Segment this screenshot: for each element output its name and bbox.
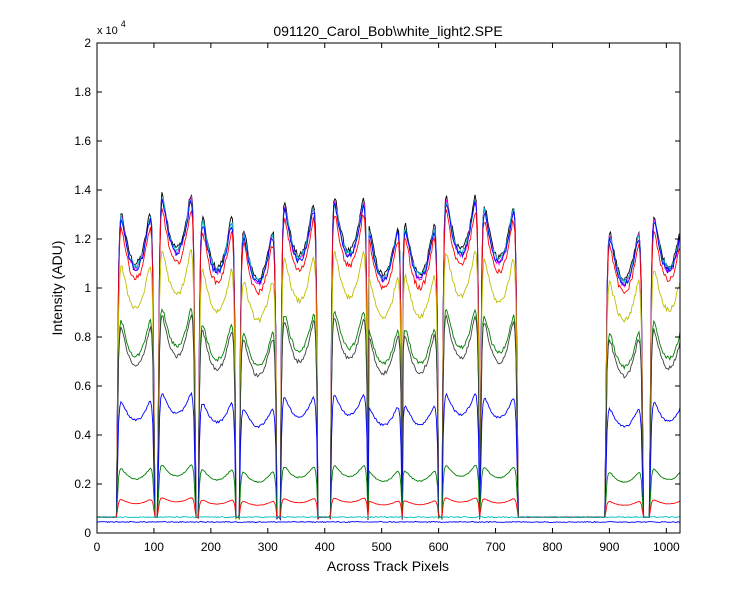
- y-multiplier: x 104: [97, 19, 126, 37]
- y-tick-label: 1.2: [74, 232, 91, 246]
- x-tick-label: 200: [201, 540, 221, 554]
- y-tick-label: 2: [84, 36, 91, 50]
- y-tick-label: 0.6: [74, 379, 91, 393]
- x-tick-label: 1000: [653, 540, 680, 554]
- series-layer: [96, 192, 681, 524]
- x-tick-label: 300: [258, 540, 278, 554]
- x-tick-label: 100: [144, 540, 164, 554]
- x-tick-label: 900: [599, 540, 619, 554]
- y-tick-label: 1.6: [74, 134, 91, 148]
- x-tick-label: 400: [315, 540, 335, 554]
- y-tick-label: 0.2: [74, 477, 91, 491]
- x-tick-label: 700: [486, 540, 506, 554]
- series-line-12: [96, 520, 681, 524]
- x-axis-label: Across Track Pixels: [327, 558, 449, 574]
- x-tick-label: 500: [372, 540, 392, 554]
- y-axis-label: Intensity (ADU): [49, 241, 65, 336]
- x-axis: 0 100 200 300 400 500 600 700 800 900 1000: [94, 43, 680, 554]
- y-tick-label: 1.4: [74, 183, 91, 197]
- y-multiplier-base: x 10: [97, 25, 118, 37]
- y-axis: 0 0.2 0.4 0.6 0.8 1 1.2 1.4 1.6 1.8 2: [74, 36, 680, 540]
- y-tick-label: 1: [84, 281, 91, 295]
- y-tick-label: 0: [84, 526, 91, 540]
- y-tick-label: 0.4: [74, 428, 91, 442]
- x-tick-label: 800: [542, 540, 562, 554]
- y-tick-label: 0.8: [74, 330, 91, 344]
- series-line-11: [96, 516, 681, 519]
- x-tick-label: 600: [429, 540, 449, 554]
- x-tick-label: 0: [94, 540, 101, 554]
- y-tick-label: 1.8: [74, 85, 91, 99]
- chart-title: 091120_Carol_Bob\white_light2.SPE: [273, 23, 502, 39]
- plot-area: [97, 43, 680, 533]
- y-multiplier-exponent: 4: [121, 19, 126, 29]
